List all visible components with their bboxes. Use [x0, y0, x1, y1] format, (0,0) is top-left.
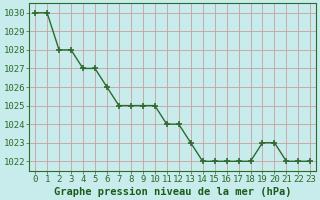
X-axis label: Graphe pression niveau de la mer (hPa): Graphe pression niveau de la mer (hPa) — [54, 186, 292, 197]
